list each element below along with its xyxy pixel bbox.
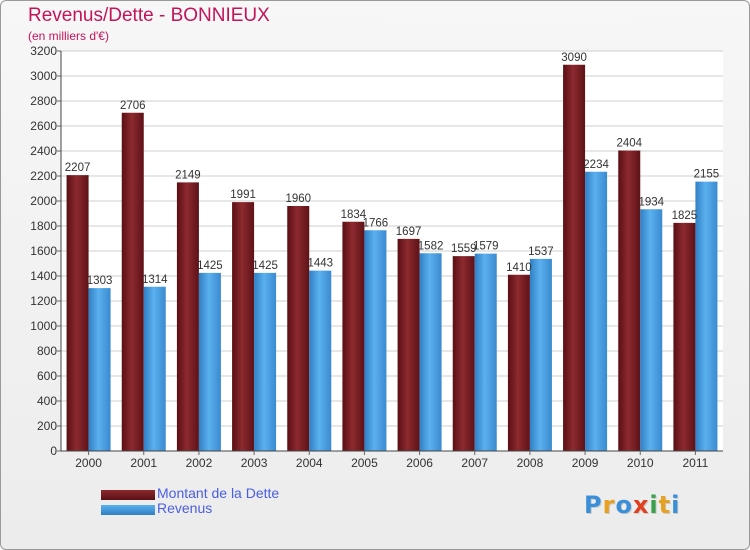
bar-debt [397,238,420,451]
y-tick-label: 1000 [30,319,57,333]
logo-letter: P [584,491,603,519]
logo-letter: x [632,491,650,519]
bar-debt [66,175,89,451]
data-label-revenue: 1443 [307,258,333,270]
data-label-debt: 1410 [506,262,532,274]
data-label-debt: 1697 [396,226,422,238]
data-label-revenue: 1425 [197,260,223,272]
x-tick-label: 2001 [130,456,157,470]
bar-debt [232,202,255,451]
bar-revenue [419,253,442,451]
y-tick-label: 2800 [30,94,57,108]
logo-letter: i [649,491,659,519]
legend-label-debt: Montant de la Dette [157,485,280,501]
data-label-revenue: 1766 [363,217,389,229]
x-tick-label: 2011 [683,456,709,470]
data-label-revenue: 1934 [638,196,664,208]
y-tick-label: 1800 [30,219,57,233]
bar-revenue [254,272,277,451]
bar-debt [121,112,144,451]
data-label-revenue: 1314 [142,274,168,286]
x-tick-label: 2010 [627,456,654,470]
data-label-debt: 1960 [285,193,311,205]
data-label-revenue: 1537 [528,246,554,258]
y-tick-label: 1600 [30,244,57,258]
x-tick-label: 2000 [75,456,102,470]
data-label-revenue: 1579 [473,241,499,253]
data-label-debt: 2207 [65,162,91,174]
data-label-debt: 1991 [230,189,256,201]
data-label-revenue: 2234 [583,159,609,171]
bar-revenue [309,270,332,451]
y-tick-label: 3200 [30,44,57,58]
x-tick-label: 2004 [296,456,323,470]
data-label-debt: 1825 [672,210,698,222]
y-tick-label: 2200 [30,169,57,183]
data-label-revenue: 1425 [252,260,278,272]
bar-revenue [529,258,552,451]
bar-revenue [585,171,608,451]
x-tick-label: 2002 [186,456,213,470]
bar-debt [563,64,586,451]
proxiti-logo: Proxiti [584,491,680,519]
data-label-revenue: 1303 [87,275,113,287]
y-tick-label: 400 [37,394,57,408]
logo-letter: r [602,491,616,519]
legend-swatch-debt [101,490,155,500]
data-label-revenue: 2155 [694,169,720,181]
x-tick-label: 2008 [517,456,544,470]
data-label-debt: 2404 [616,138,642,150]
data-label-debt: 3090 [561,52,587,64]
bar-debt [507,274,530,451]
bar-debt [452,256,475,451]
bar-revenue [143,286,166,451]
y-tick-label: 0 [50,444,57,458]
x-tick-label: 2009 [572,456,599,470]
y-tick-label: 2000 [30,194,57,208]
data-label-debt: 1834 [341,209,367,221]
y-tick-label: 600 [37,369,57,383]
bar-revenue [364,230,387,451]
bar-revenue [88,288,111,451]
y-tick-label: 1400 [30,269,57,283]
bar-debt [342,221,365,451]
x-tick-label: 2005 [351,456,378,470]
x-tick-label: 2006 [406,456,433,470]
y-tick-label: 2400 [30,144,57,158]
y-tick-label: 2600 [30,119,57,133]
bar-debt [176,182,199,451]
data-label-debt: 2706 [120,100,146,112]
bar-debt [673,222,696,451]
x-tick-label: 2003 [241,456,268,470]
chart-title: Revenus/Dette - BONNIEUX [28,5,270,26]
bar-revenue [695,181,718,451]
bar-revenue [474,253,497,451]
y-tick-label: 200 [37,419,57,433]
logo-letter: i [671,491,681,519]
logo-letter: o [615,491,633,519]
legend-swatch-revenue [101,505,155,515]
data-label-revenue: 1582 [418,240,444,252]
bar-revenue [198,272,221,451]
chart-subtitle: (en milliers d'€) [28,29,109,43]
bar-debt [618,150,641,451]
data-label-debt: 1559 [451,243,477,255]
x-tick-label: 2007 [461,456,488,470]
legend-label-revenue: Revenus [157,500,213,516]
bar-revenue [640,209,663,451]
y-tick-label: 800 [37,344,57,358]
logo-letter: t [658,491,672,519]
data-label-debt: 2149 [175,169,201,181]
y-tick-label: 1200 [30,294,57,308]
y-tick-label: 3000 [30,69,57,83]
bar-debt [287,206,310,451]
